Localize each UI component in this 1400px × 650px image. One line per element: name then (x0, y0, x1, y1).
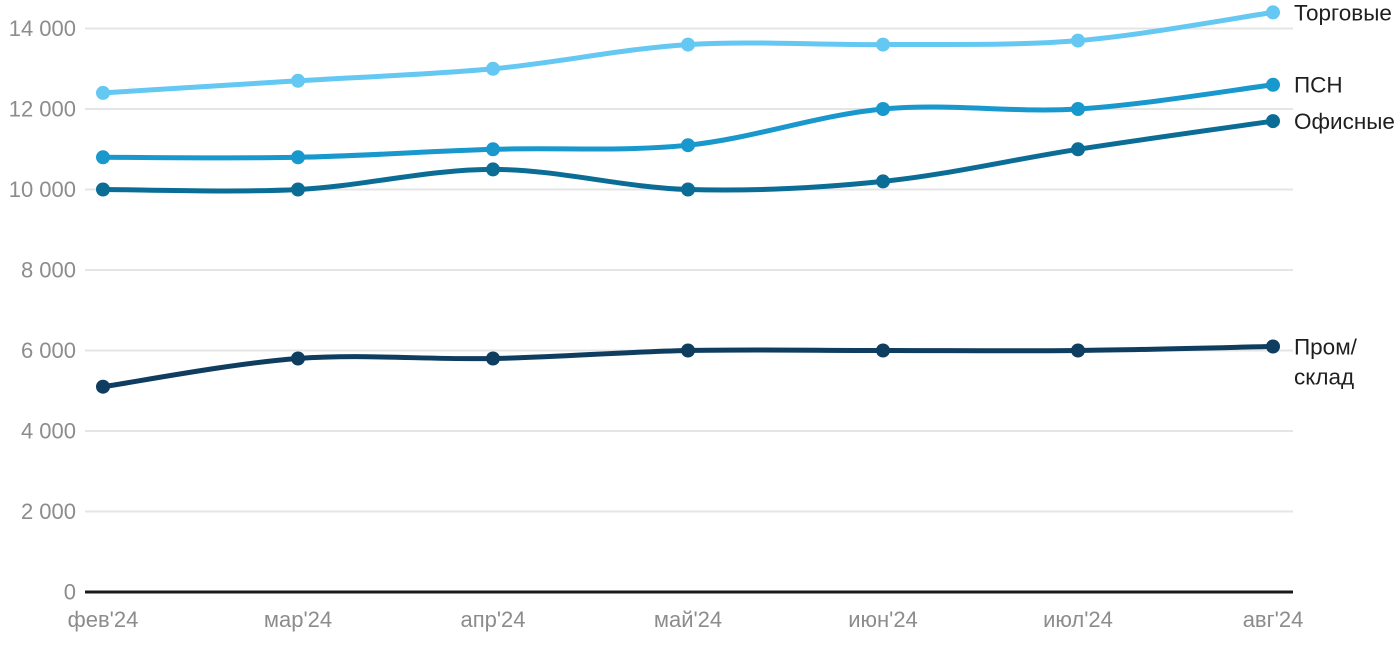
data-point-psn (1266, 77, 1280, 92)
data-point-prom-sklad (681, 343, 695, 358)
data-point-psn (291, 150, 305, 165)
series-line-torgovye (100, 9, 1276, 96)
x-axis-tick-label: мар'24 (264, 607, 332, 632)
data-point-torgovye (1071, 33, 1085, 48)
data-point-torgovye (876, 37, 890, 52)
data-point-psn (681, 138, 695, 153)
data-point-ofisnye (876, 174, 890, 189)
data-point-psn (96, 150, 110, 165)
y-axis-tick-label: 12 000 (9, 96, 76, 121)
data-point-ofisnye (681, 182, 695, 197)
data-point-ofisnye (96, 182, 110, 197)
x-axis-tick-label: апр'24 (460, 607, 525, 632)
x-axis-tick-label: май'24 (654, 607, 722, 632)
data-point-ofisnye (1266, 114, 1280, 129)
y-axis-tick-label: 10 000 (9, 177, 76, 202)
x-axis-tick-label: фев'24 (68, 607, 139, 632)
y-axis-tick-label: 14 000 (9, 16, 76, 41)
data-point-prom-sklad (291, 351, 305, 366)
data-point-prom-sklad (1266, 339, 1280, 354)
data-point-prom-sklad (96, 379, 110, 394)
legend-label-prom-sklad: склад (1294, 364, 1354, 389)
data-point-psn (486, 142, 500, 157)
legend-label-psn: ПСН (1294, 73, 1343, 98)
data-point-prom-sklad (1071, 343, 1085, 358)
y-axis-tick-label: 4 000 (21, 418, 76, 443)
x-axis-tick-label: авг'24 (1243, 607, 1304, 632)
legend-label-torgovye: Торговые (1294, 0, 1392, 25)
data-point-prom-sklad (876, 343, 890, 358)
data-point-prom-sklad (486, 351, 500, 366)
x-axis-tick-label: июл'24 (1043, 607, 1113, 632)
data-point-ofisnye (1071, 142, 1085, 157)
data-point-psn (1071, 102, 1085, 116)
y-axis-tick-label: 8 000 (21, 257, 76, 282)
data-point-torgovye (291, 73, 305, 88)
y-axis-tick-label: 2 000 (21, 499, 76, 524)
legend-label-ofisnye: Офисные (1294, 109, 1395, 134)
data-point-psn (876, 102, 890, 116)
y-axis-tick-label: 0 (64, 579, 76, 604)
data-point-torgovye (1266, 5, 1280, 20)
data-point-torgovye (486, 61, 500, 76)
legend-label-prom-sklad: Пром/ (1294, 334, 1358, 359)
y-axis-tick-label: 6 000 (21, 338, 76, 363)
data-point-torgovye (681, 37, 695, 52)
x-axis-tick-label: июн'24 (848, 607, 918, 632)
data-point-ofisnye (486, 162, 500, 177)
data-point-ofisnye (291, 182, 305, 197)
data-point-torgovye (96, 85, 110, 100)
